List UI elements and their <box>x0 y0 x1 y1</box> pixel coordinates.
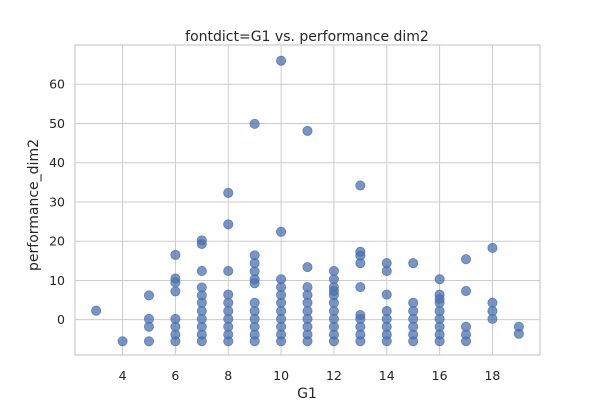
data-point <box>487 242 498 253</box>
data-point <box>355 282 366 293</box>
data-point <box>355 180 366 191</box>
data-point <box>249 278 260 289</box>
y-tick-label: 50 <box>49 116 65 131</box>
plot-frame <box>74 44 541 356</box>
data-point <box>461 254 472 265</box>
data-point <box>381 289 392 300</box>
data-point <box>117 336 128 347</box>
y-axis-label: performance_dim2 <box>26 139 42 271</box>
data-point <box>302 125 313 136</box>
data-point <box>328 336 339 347</box>
x-tick-label: 6 <box>171 368 179 383</box>
x-axis-label: G1 <box>297 386 317 400</box>
data-point <box>302 262 313 273</box>
x-tick-label: 8 <box>224 368 232 383</box>
data-point <box>249 118 260 129</box>
data-point <box>408 336 419 347</box>
data-point <box>249 297 260 308</box>
data-point <box>461 286 472 297</box>
data-point <box>487 297 498 308</box>
data-point <box>276 226 287 237</box>
data-point <box>223 297 234 308</box>
chart-title: fontdict=G1 vs. performance dim2 <box>185 29 429 45</box>
data-point <box>143 321 154 332</box>
x-tick-label: 10 <box>273 368 289 383</box>
y-tick-label: 10 <box>49 273 65 288</box>
x-tick-label: 18 <box>484 368 500 383</box>
data-point <box>355 258 366 269</box>
data-point <box>170 277 181 288</box>
data-point <box>328 266 339 277</box>
data-point <box>302 336 313 347</box>
data-point <box>276 55 287 66</box>
data-point <box>434 274 445 285</box>
data-point <box>223 219 234 230</box>
y-tick-label: 30 <box>49 194 65 209</box>
data-point <box>461 336 472 347</box>
data-point <box>223 266 234 277</box>
data-point <box>276 297 287 308</box>
data-point <box>434 297 445 308</box>
data-point <box>170 336 181 347</box>
y-tick-label: 60 <box>49 77 65 92</box>
data-point <box>355 336 366 347</box>
data-point <box>196 266 207 277</box>
data-point <box>487 313 498 324</box>
data-point <box>91 305 102 316</box>
y-tick-label: 20 <box>49 234 65 249</box>
y-tick-label: 40 <box>49 155 65 170</box>
data-point <box>249 258 260 269</box>
data-point <box>408 258 419 269</box>
data-point <box>302 297 313 308</box>
data-point <box>196 238 207 249</box>
data-point <box>143 336 154 347</box>
data-point <box>196 336 207 347</box>
data-point <box>170 249 181 260</box>
data-point <box>276 336 287 347</box>
x-tick-label: 4 <box>119 368 127 383</box>
data-point <box>223 187 234 198</box>
x-tick-label: 14 <box>379 368 395 383</box>
x-tick-label: 16 <box>432 368 448 383</box>
data-point <box>328 297 339 308</box>
data-points <box>91 55 524 347</box>
data-point <box>223 289 234 300</box>
x-tick-label: 12 <box>326 368 342 383</box>
data-point <box>381 336 392 347</box>
data-point <box>223 336 234 347</box>
data-point <box>196 297 207 308</box>
y-tick-label: 0 <box>57 312 65 327</box>
data-point <box>408 297 419 308</box>
data-point <box>143 290 154 301</box>
data-point <box>434 336 445 347</box>
data-point <box>170 286 181 297</box>
x-tick-labels: 4 6 8 10 12 14 16 18 <box>119 368 501 383</box>
data-point <box>513 328 524 339</box>
grid-lines <box>75 45 540 355</box>
y-tick-labels: 0 10 20 30 40 50 60 <box>49 77 65 327</box>
data-point <box>249 336 260 347</box>
data-point <box>381 266 392 277</box>
